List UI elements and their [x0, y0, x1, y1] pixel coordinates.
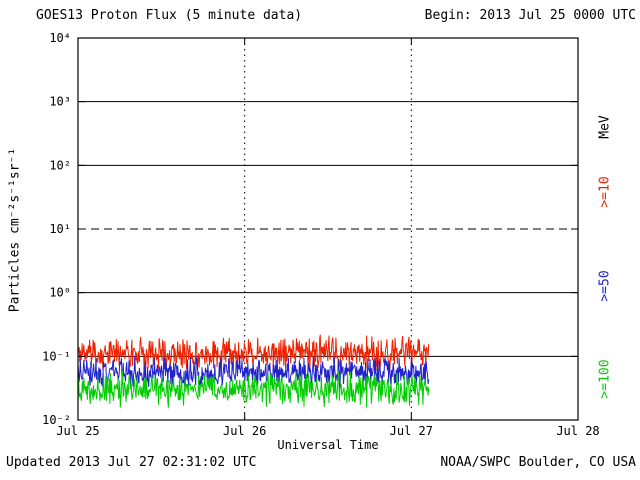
y-tick-label: 10⁻¹ [42, 349, 71, 363]
y-tick-label: 10¹ [49, 222, 71, 236]
right-label-ge10: >=10 [597, 176, 613, 208]
chart-title: GOES13 Proton Flux (5 minute data) [36, 8, 303, 23]
right-label-mev: MeV [597, 115, 613, 139]
y-tick-label: 10⁻² [42, 413, 71, 427]
x-tick-label: Jul 27 [390, 424, 433, 438]
x-axis-label: Universal Time [277, 438, 379, 452]
series-line-ge50 [77, 355, 430, 390]
y-axis-label: Particles cm⁻²s⁻¹sr⁻¹ [7, 147, 23, 313]
begin-timestamp: Begin: 2013 Jul 25 0000 UTC [424, 8, 636, 23]
series-line-ge10 [77, 334, 430, 371]
axis-ticks [77, 37, 579, 421]
right-label-ge100: >=100 [597, 359, 613, 399]
y-tick-label: 10⁴ [49, 31, 71, 45]
x-tick-label: Jul 26 [223, 424, 266, 438]
y-tick-label: 10² [49, 158, 71, 172]
right-label-ge50: >=50 [597, 270, 613, 302]
flux-series [77, 334, 430, 408]
series-line-ge100 [77, 370, 430, 408]
x-tick-label: Jul 28 [556, 424, 599, 438]
updated-timestamp: Updated 2013 Jul 27 02:31:02 UTC [6, 455, 257, 470]
source-credit: NOAA/SWPC Boulder, CO USA [440, 455, 636, 470]
y-tick-label: 10³ [49, 95, 71, 109]
y-tick-label: 10⁰ [49, 286, 71, 300]
x-tick-label: Jul 25 [56, 424, 99, 438]
